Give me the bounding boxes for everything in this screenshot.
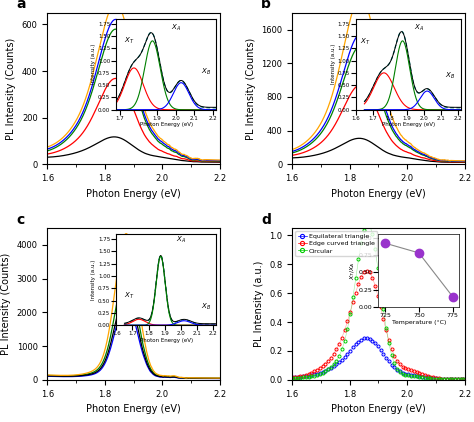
Y-axis label: PL Intensity (a.u.): PL Intensity (a.u.) bbox=[254, 261, 264, 347]
Text: c: c bbox=[17, 213, 25, 227]
Text: b: b bbox=[261, 0, 271, 11]
X-axis label: Photon Energy (eV): Photon Energy (eV) bbox=[331, 404, 426, 414]
Legend: Equilateral triangle, Edge curved triangle, Circular: Equilateral triangle, Edge curved triang… bbox=[295, 231, 377, 256]
Y-axis label: PL Intensity (Counts): PL Intensity (Counts) bbox=[246, 38, 256, 140]
X-axis label: Photon Energy (eV): Photon Energy (eV) bbox=[86, 189, 181, 199]
X-axis label: Photon Energy (eV): Photon Energy (eV) bbox=[86, 404, 181, 414]
X-axis label: Photon Energy (eV): Photon Energy (eV) bbox=[331, 189, 426, 199]
Text: a: a bbox=[17, 0, 26, 11]
Y-axis label: PL Intensity (Counts): PL Intensity (Counts) bbox=[6, 38, 16, 140]
Text: d: d bbox=[261, 213, 271, 227]
Y-axis label: PL Intensity (Counts): PL Intensity (Counts) bbox=[1, 253, 11, 355]
